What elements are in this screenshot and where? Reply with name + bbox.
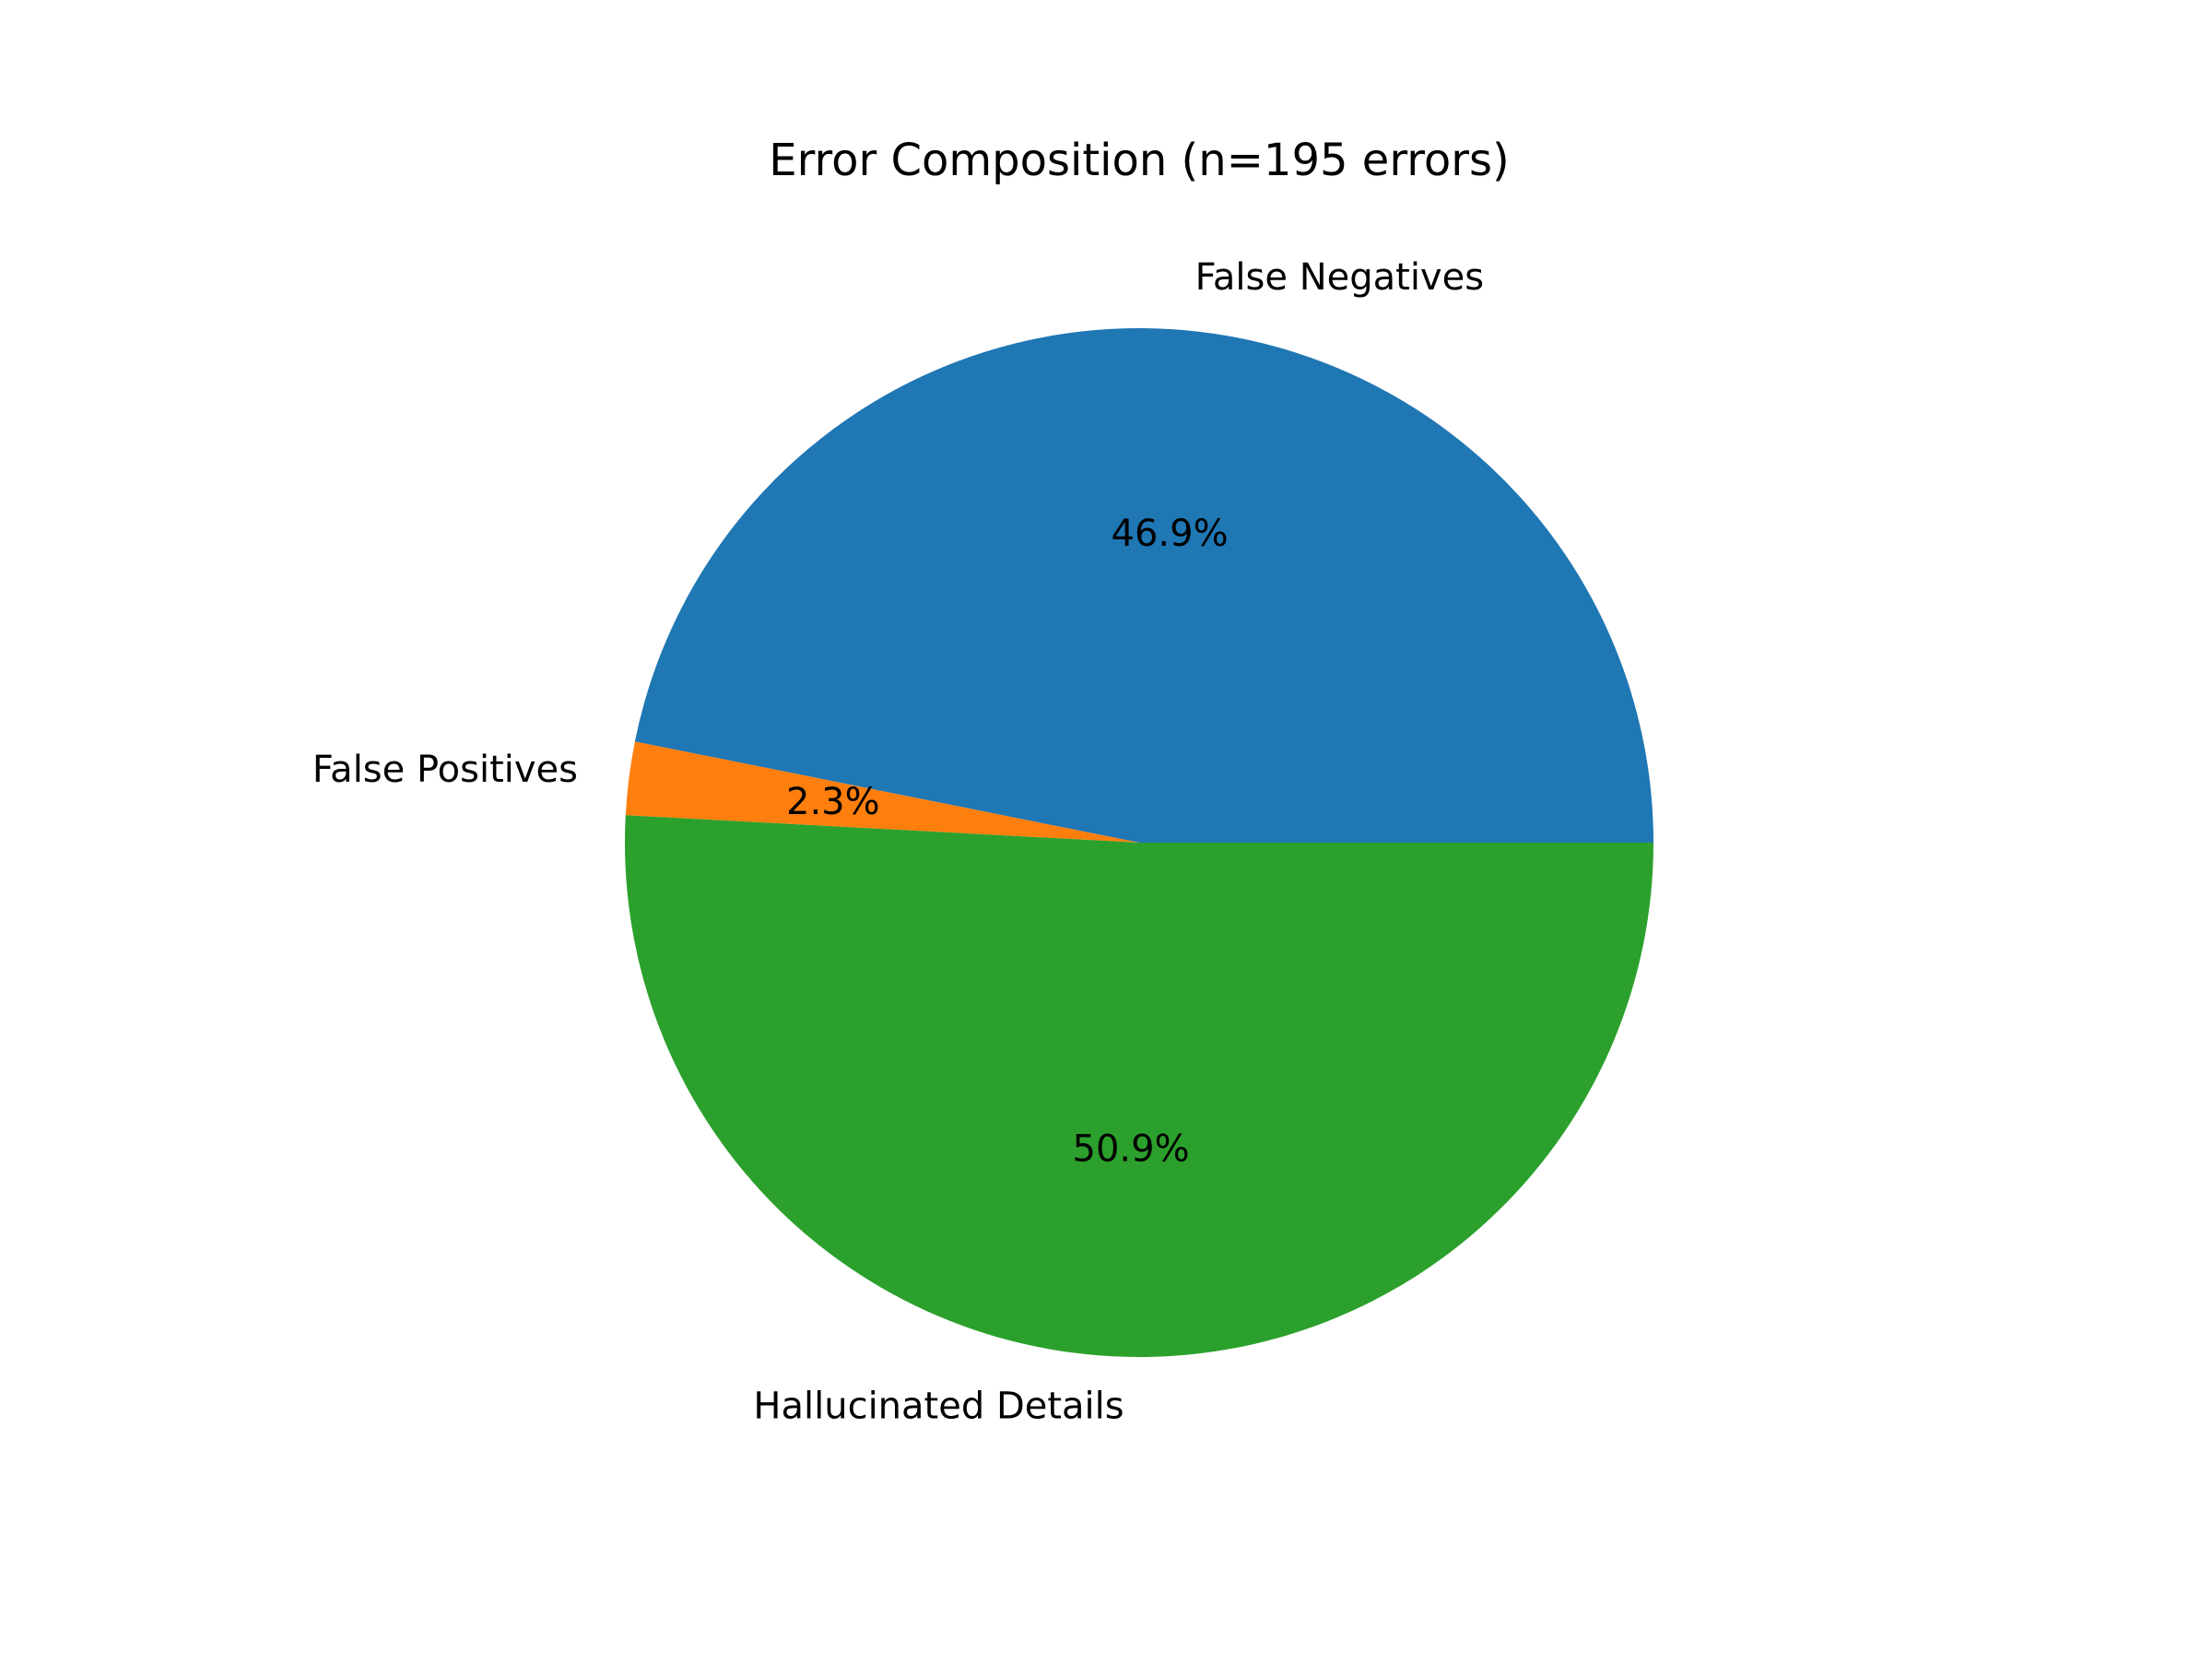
pie-slices: [625, 328, 1653, 1357]
pie-labels: False Negatives 46.9% False Positives 2.3% H…: [312, 256, 1484, 1427]
pie-pct-false-positives: 2.3%: [786, 781, 880, 823]
pie-label-hallucinated-details: Hallucinated Details: [753, 1386, 1124, 1428]
chart-title: Error Composition (n=195 errors): [769, 135, 1509, 186]
pie-slice-false-negatives: [634, 328, 1653, 843]
pie-label-false-negatives: False Negatives: [1195, 256, 1484, 299]
pie-pct-false-negatives: 46.9%: [1112, 513, 1229, 555]
pie-label-false-positives: False Positives: [312, 749, 578, 791]
pie-slice-hallucinated-details: [625, 815, 1653, 1357]
pie-pct-hallucinated-details: 50.9%: [1073, 1128, 1190, 1171]
pie-slice-false-positives: [625, 741, 1139, 843]
